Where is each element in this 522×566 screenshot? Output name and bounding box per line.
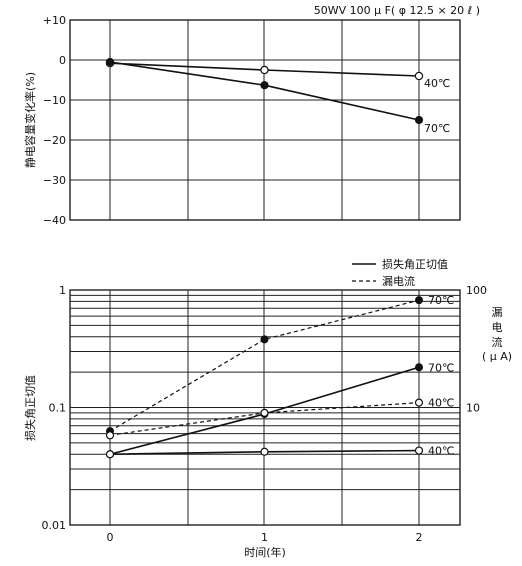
leakage-data-point — [260, 408, 269, 417]
top-data-point — [414, 71, 424, 81]
y2-label-char: 电 — [492, 321, 503, 334]
bottom-y2-ticks: 100 10 — [466, 284, 487, 415]
leakage-data-point — [414, 398, 424, 407]
bottom-y2-tick-label: 100 — [466, 284, 487, 297]
top-series-labels: 40℃ 70℃ — [424, 77, 450, 135]
top-y-tick-label: −40 — [43, 214, 66, 227]
y2-label-unit: ( μ A) — [482, 350, 512, 363]
bottom-series — [105, 296, 424, 459]
bottom-y-tick-label: 0.01 — [42, 519, 67, 532]
top-y-tick-label: 0 — [59, 54, 66, 67]
bottom-x-tick-label: 1 — [261, 531, 268, 544]
bottom-series-label: 40℃ — [428, 445, 454, 458]
tan-delta-data-point — [260, 447, 269, 456]
bottom-series-label: 70℃ — [428, 361, 454, 374]
capacitance-change-chart: +10 0 −10 −20 −30 −40 40℃ 70℃ 静电容量变化率(%) — [23, 14, 461, 227]
bottom-x-tick-label: 2 — [416, 531, 423, 544]
top-y-tick-label: −30 — [43, 174, 66, 187]
tan-delta-data-point — [415, 363, 423, 372]
top-frame — [69, 19, 461, 221]
bottom-series-labels: 70℃ 40℃ 70℃ 40℃ — [428, 294, 454, 457]
top-y-axis-label: 静电容量变化率(%) — [23, 72, 37, 168]
bottom-y2-axis-label: 漏电流( μ A) — [482, 306, 512, 363]
tan-delta-data-point — [414, 446, 424, 455]
legend-label: 损失角正切值 — [382, 257, 448, 271]
top-y-tick-label: −10 — [43, 94, 66, 107]
top-data-point — [260, 65, 269, 75]
bottom-y-ticks: 1 0.1 0.01 — [42, 284, 67, 532]
leakage-data-point — [105, 431, 115, 440]
top-series — [105, 57, 424, 125]
y2-label-char: 漏 — [492, 306, 503, 319]
top-y-tick-label: +10 — [43, 14, 66, 27]
bottom-x-tick-label: 0 — [107, 531, 114, 544]
bottom-grid — [69, 289, 461, 526]
tan-delta-data-point — [105, 450, 115, 459]
bottom-x-ticks: 0 1 2 — [107, 531, 423, 544]
top-y-tick-label: −20 — [43, 134, 66, 147]
leakage-data-point — [415, 296, 423, 305]
bottom-y2-tick-label: 10 — [466, 402, 480, 415]
bottom-x-axis-label: 时间(年) — [244, 545, 286, 559]
top-y-ticks: +10 0 −10 −20 −30 −40 — [43, 14, 66, 227]
bottom-y-tick-label: 0.1 — [49, 402, 67, 415]
bottom-y-tick-label: 1 — [59, 284, 66, 297]
bottom-series-label: 40℃ — [428, 397, 454, 410]
top-data-point — [260, 81, 269, 90]
top-data-point — [105, 57, 115, 67]
top-series-label: 40℃ — [424, 77, 450, 90]
top-series-label: 70℃ — [424, 122, 450, 135]
legend-label: 漏电流 — [382, 274, 415, 288]
top-grid — [69, 19, 461, 221]
y2-label-char: 流 — [492, 335, 503, 349]
bottom-series-label: 70℃ — [428, 294, 454, 307]
top-data-point — [414, 115, 424, 125]
leakage-data-point — [260, 335, 269, 344]
bottom-y-axis-label: 损失角正切值 — [23, 375, 37, 441]
header-note: 50WV 100 μ F( φ 12.5 × 20 ℓ ) — [314, 4, 480, 17]
leakage-series-line — [109, 299, 420, 432]
